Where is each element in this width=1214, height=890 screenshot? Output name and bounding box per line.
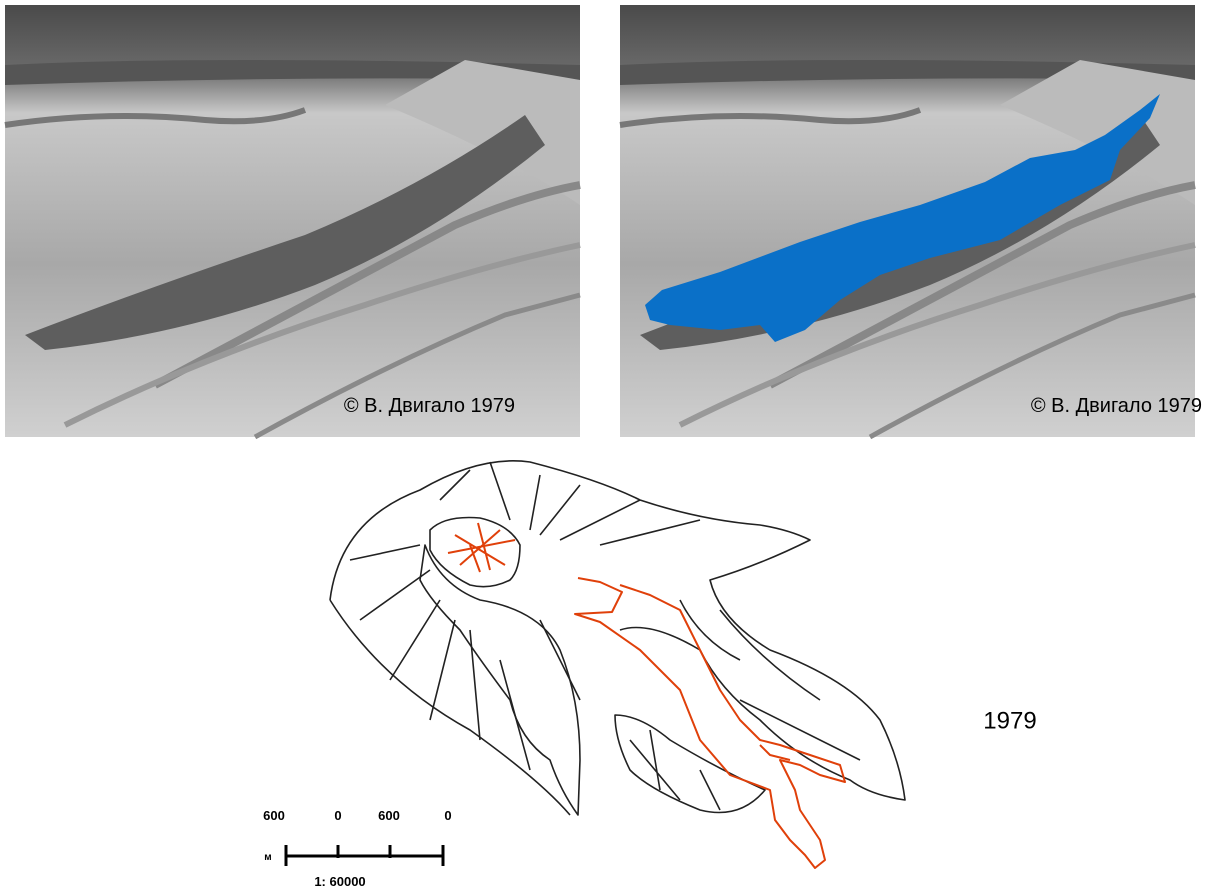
photo-caption: © В. Двигало 1979 [1031,395,1202,417]
map-outline [329,460,906,816]
scale-tick-label: 0 [444,808,451,823]
scale-ratio: 1: 60000 [314,874,365,889]
photo-caption: © В. Двигало 1979 [344,395,515,417]
photo-right: © В. Двигало 1979 [620,5,1202,437]
scale-tick-label: 600 [378,808,400,823]
lava-flow-overlay [645,94,1160,342]
scale-tick-label: 600 [263,808,285,823]
scale-bar: 600 0 600 0 м 1: 60000 [263,808,451,889]
scale-tick-label: 0 [334,808,341,823]
photo-left: © В. Двигало 1979 [5,5,580,437]
map-year: 1979 [983,707,1036,734]
lava-outline [447,522,846,869]
scale-line [284,845,445,866]
scale-unit: м [264,852,271,863]
